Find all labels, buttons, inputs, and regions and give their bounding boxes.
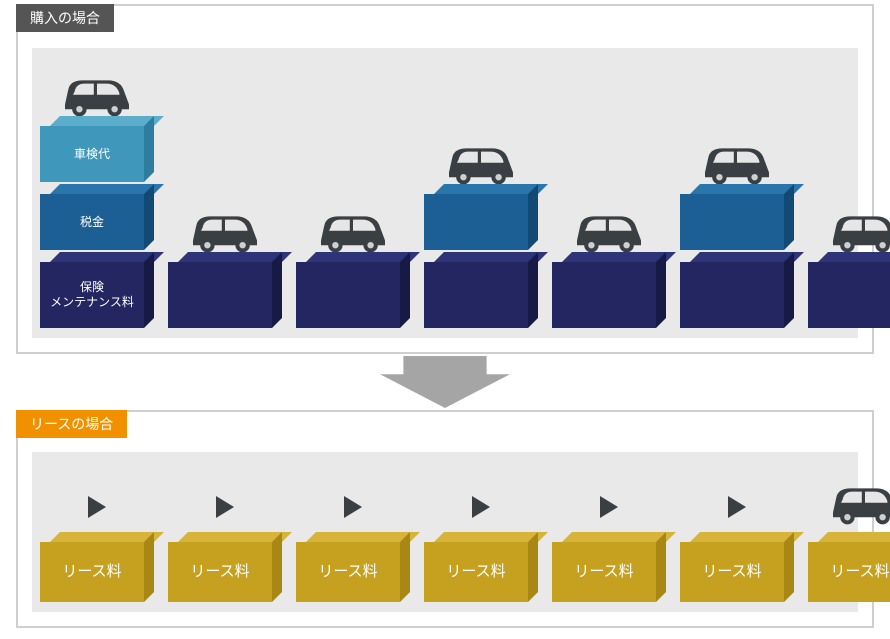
purchase-col — [552, 210, 666, 330]
cost-box-lease: リース料 — [680, 532, 794, 602]
purchase-col — [168, 210, 282, 330]
purchase-col: 車検代税金保険 メンテナンス料 — [40, 74, 154, 330]
cost-box-insurance — [552, 252, 666, 328]
lease-col: リース料 — [552, 482, 666, 604]
chart-area: 車検代税金保険 メンテナンス料 — [32, 48, 858, 338]
cost-box-lease: リース料 — [424, 532, 538, 602]
triangle-right-icon — [441, 482, 521, 526]
lease-col: リース料 — [424, 482, 538, 604]
car-icon — [825, 482, 890, 526]
car-icon — [697, 142, 777, 186]
lease-col: リース料 — [40, 482, 154, 604]
panel: 購入の場合車検代税金保険 メンテナンス料 — [16, 4, 874, 354]
cost-box-tax — [680, 184, 794, 250]
panel-title: リースの場合 — [16, 410, 127, 438]
lease-col: リース料 — [168, 482, 282, 604]
arrow-down-icon — [380, 356, 510, 408]
cost-box-inspection: 車検代 — [40, 116, 154, 182]
panel-title: 購入の場合 — [16, 4, 114, 32]
triangle-right-icon — [569, 482, 649, 526]
cost-box-insurance — [296, 252, 410, 328]
cost-box-lease: リース料 — [168, 532, 282, 602]
cost-box-lease: リース料 — [40, 532, 154, 602]
purchase-col — [424, 142, 538, 330]
purchase-col — [808, 210, 890, 330]
cost-box-insurance — [680, 252, 794, 328]
car-icon — [313, 210, 393, 254]
triangle-right-icon — [57, 482, 137, 526]
triangle-right-icon — [185, 482, 265, 526]
cost-box-insurance: 保険 メンテナンス料 — [40, 252, 154, 328]
panel: リースの場合リース料リース料リース料リース料リース料リース料リース料 — [16, 410, 874, 628]
lease-col: リース料 — [296, 482, 410, 604]
chart-area: リース料リース料リース料リース料リース料リース料リース料 — [32, 452, 858, 612]
cost-box-insurance — [168, 252, 282, 328]
cost-box-insurance — [424, 252, 538, 328]
cost-box-tax: 税金 — [40, 184, 154, 250]
cost-box-lease: リース料 — [296, 532, 410, 602]
purchase-col — [296, 210, 410, 330]
purchase-col — [680, 142, 794, 330]
cost-box-tax — [424, 184, 538, 250]
cost-box-lease: リース料 — [552, 532, 666, 602]
triangle-right-icon — [697, 482, 777, 526]
lease-col: リース料 — [680, 482, 794, 604]
car-icon — [825, 210, 890, 254]
car-icon — [569, 210, 649, 254]
car-icon — [441, 142, 521, 186]
cost-box-lease: リース料 — [808, 532, 890, 602]
car-icon — [185, 210, 265, 254]
lease-col: リース料 — [808, 482, 890, 604]
car-icon — [57, 74, 137, 118]
cost-box-insurance — [808, 252, 890, 328]
triangle-right-icon — [313, 482, 393, 526]
